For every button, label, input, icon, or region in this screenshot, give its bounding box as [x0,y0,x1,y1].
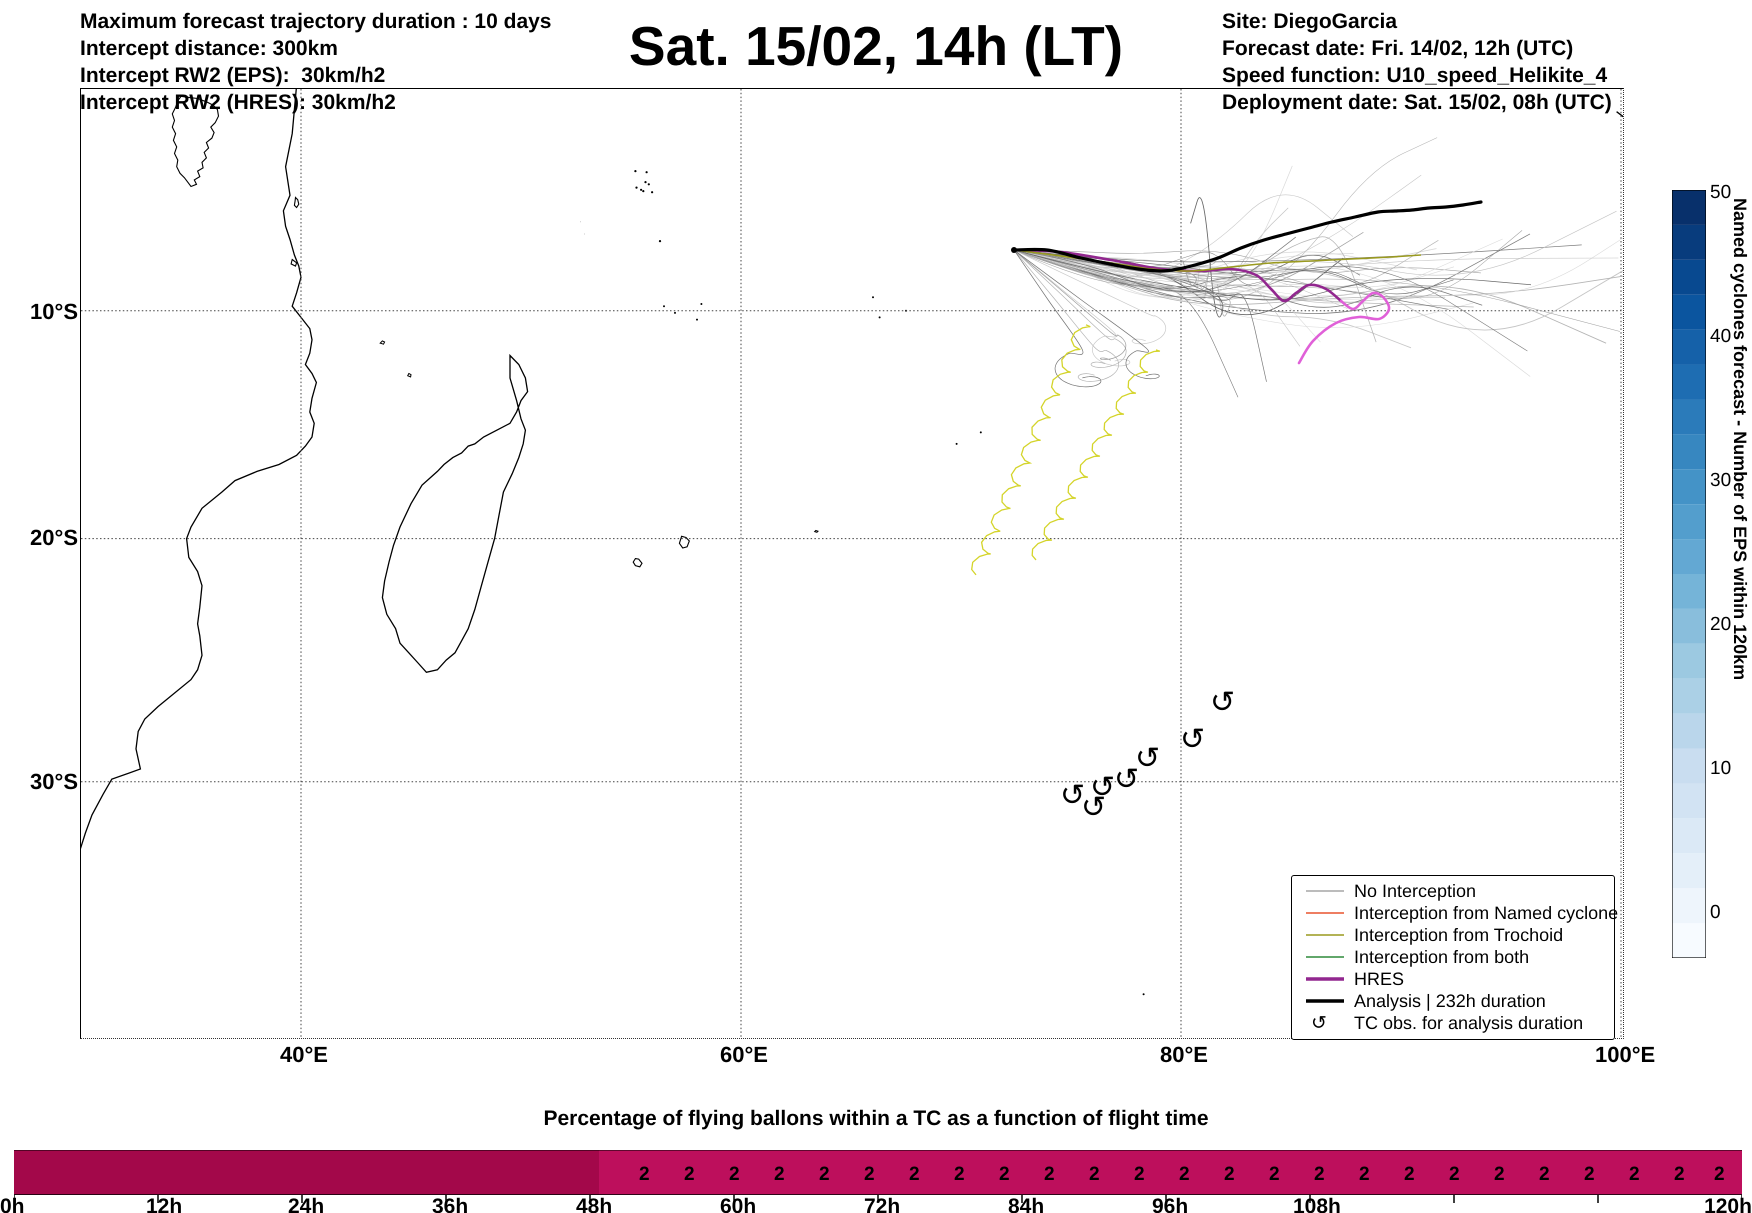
svg-text:2: 2 [1134,1164,1145,1185]
svg-text:2: 2 [819,1164,830,1185]
svg-text:2: 2 [729,1164,740,1185]
svg-text:2: 2 [1314,1164,1325,1185]
svg-text:2: 2 [1269,1164,1280,1185]
svg-text:2: 2 [1584,1164,1595,1185]
svg-text:2: 2 [1714,1164,1725,1185]
svg-text:2: 2 [1359,1164,1370,1185]
svg-text:2: 2 [684,1164,695,1185]
svg-text:2: 2 [1404,1164,1415,1185]
svg-text:2: 2 [909,1164,920,1185]
svg-text:2: 2 [1539,1164,1550,1185]
svg-text:2: 2 [999,1164,1010,1185]
svg-text:↺: ↺ [1311,1013,1327,1034]
svg-text:2: 2 [1629,1164,1640,1185]
svg-text:2: 2 [774,1164,785,1185]
svg-text:2: 2 [1674,1164,1685,1185]
svg-text:2: 2 [1224,1164,1235,1185]
svg-text:2: 2 [864,1164,875,1185]
svg-text:2: 2 [1179,1164,1190,1185]
svg-text:2: 2 [954,1164,965,1185]
svg-text:2: 2 [1089,1164,1100,1185]
svg-text:2: 2 [1449,1164,1460,1185]
svg-text:2: 2 [1494,1164,1505,1185]
svg-text:2: 2 [639,1164,650,1185]
svg-text:2: 2 [1044,1164,1055,1185]
